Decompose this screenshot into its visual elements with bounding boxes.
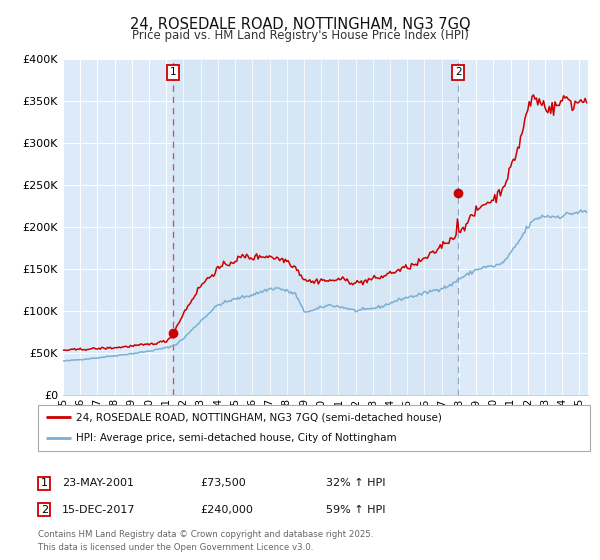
Text: £240,000: £240,000 (200, 505, 253, 515)
Text: £73,500: £73,500 (200, 478, 245, 488)
Text: 59% ↑ HPI: 59% ↑ HPI (326, 505, 385, 515)
Text: 24, ROSEDALE ROAD, NOTTINGHAM, NG3 7GQ: 24, ROSEDALE ROAD, NOTTINGHAM, NG3 7GQ (130, 17, 470, 32)
Text: HPI: Average price, semi-detached house, City of Nottingham: HPI: Average price, semi-detached house,… (76, 433, 397, 444)
Text: 23-MAY-2001: 23-MAY-2001 (62, 478, 134, 488)
Text: 2: 2 (455, 67, 461, 77)
Text: 1: 1 (41, 478, 48, 488)
Text: 15-DEC-2017: 15-DEC-2017 (62, 505, 136, 515)
FancyBboxPatch shape (38, 405, 590, 451)
FancyBboxPatch shape (38, 477, 50, 490)
Bar (173, 59, 458, 395)
Text: 1: 1 (170, 67, 176, 77)
Text: Price paid vs. HM Land Registry's House Price Index (HPI): Price paid vs. HM Land Registry's House … (131, 29, 469, 42)
Text: 24, ROSEDALE ROAD, NOTTINGHAM, NG3 7GQ (semi-detached house): 24, ROSEDALE ROAD, NOTTINGHAM, NG3 7GQ (… (76, 412, 442, 422)
FancyBboxPatch shape (38, 503, 50, 516)
Text: Contains HM Land Registry data © Crown copyright and database right 2025.
This d: Contains HM Land Registry data © Crown c… (38, 530, 373, 552)
Text: 2: 2 (41, 505, 48, 515)
Text: 32% ↑ HPI: 32% ↑ HPI (326, 478, 385, 488)
